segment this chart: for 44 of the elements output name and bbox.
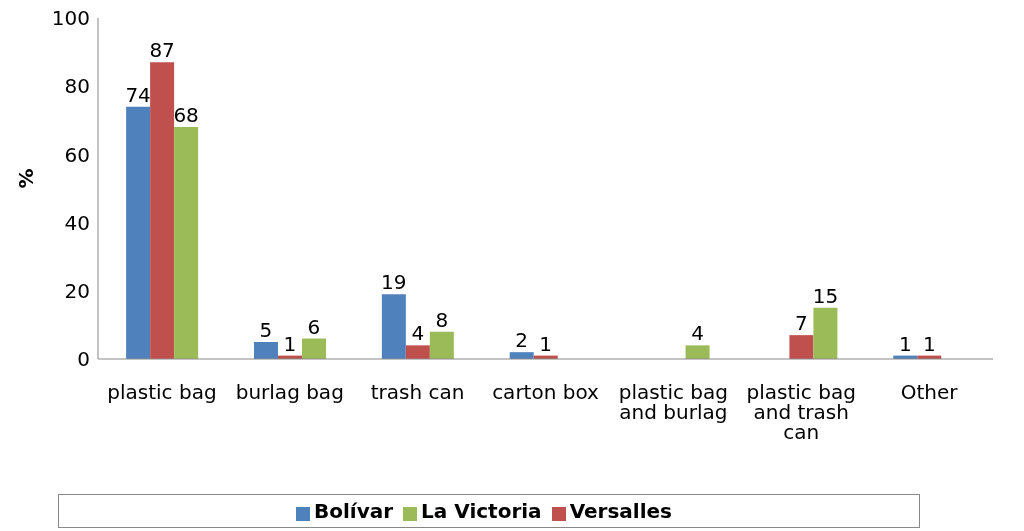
y-tick-label: 40	[64, 210, 90, 235]
bar	[789, 335, 814, 359]
data-label: 4	[411, 321, 425, 346]
data-label: 15	[812, 283, 839, 308]
x-tick-label: trash can	[370, 380, 465, 405]
legend-label: Versalles	[569, 499, 673, 523]
bar	[685, 345, 710, 359]
x-tick-label: burlag bag	[235, 380, 344, 405]
legend-label: La Victoria	[421, 499, 542, 523]
bar	[381, 294, 406, 359]
x-tick-label: Other	[900, 380, 959, 405]
y-tick-label: 80	[64, 74, 90, 99]
bar	[813, 307, 838, 359]
data-label: 7	[795, 311, 808, 336]
bar	[405, 345, 430, 359]
bar	[174, 127, 199, 359]
data-label: 68	[173, 103, 199, 128]
bar	[253, 341, 278, 359]
bar	[150, 62, 175, 359]
data-label: 19	[381, 270, 407, 295]
bar	[429, 331, 454, 359]
data-label: 1	[898, 331, 912, 356]
bar	[301, 338, 326, 359]
x-tick-label: plastic bag and burlag	[618, 380, 729, 425]
data-label: 4	[691, 321, 704, 346]
legend-label: Bolívar	[313, 499, 394, 523]
data-label: 1	[539, 331, 553, 356]
data-label: 1	[283, 331, 297, 356]
data-label: 8	[435, 307, 449, 332]
y-tick-label: 0	[77, 347, 90, 372]
y-tick-label: 100	[51, 6, 90, 31]
x-tick-label: carton box	[492, 380, 600, 405]
data-label: 6	[307, 314, 321, 339]
data-label: 2	[515, 328, 529, 353]
x-tick-label: plastic bag and trash can	[746, 380, 856, 445]
bar	[126, 106, 151, 359]
data-label: 5	[259, 317, 273, 342]
y-tick-label: 20	[64, 278, 90, 303]
y-tick-label: 60	[64, 142, 90, 167]
x-tick-label: plastic bag	[107, 380, 217, 405]
y-axis-title: %	[14, 168, 39, 189]
data-label: 87	[149, 38, 175, 63]
data-label: 1	[922, 331, 936, 356]
data-label: 74	[125, 82, 151, 107]
